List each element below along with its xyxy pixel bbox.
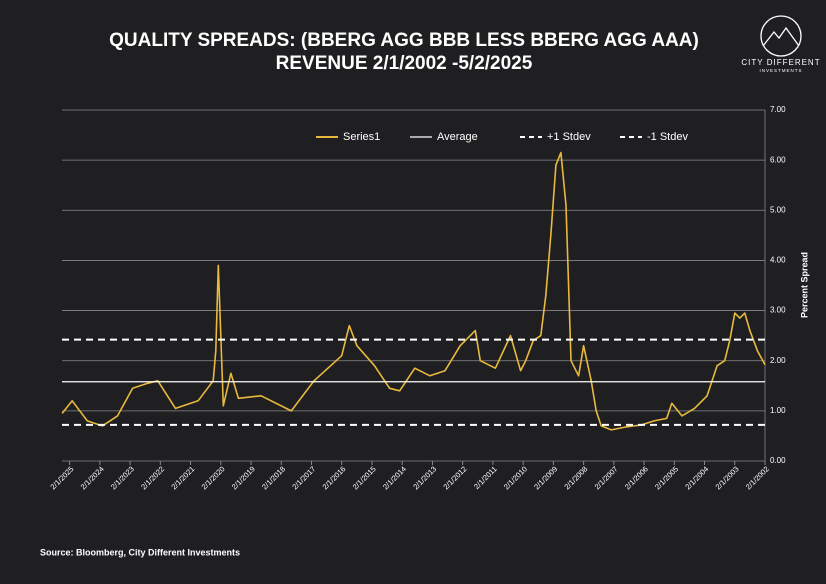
legend-label: Average [437,131,478,143]
legend-label: +1 Stdev [547,131,591,143]
chart-subtitle: REVENUE 2/1/2002 -5/2/2025 [276,53,533,74]
logo-name: CITY DIFFERENT [741,58,820,67]
y-tick-label: 0.00 [770,456,786,465]
y-tick-label: 5.00 [770,205,786,214]
source-note: Source: Bloomberg, City Different Invest… [40,547,240,557]
legend-label: Series1 [343,131,380,143]
y-axis-label: Percent Spread [799,252,809,318]
y-tick-label: 3.00 [770,306,786,315]
y-tick-label: 7.00 [770,105,786,114]
logo-ring [760,15,802,57]
logo-tagline: INVESTMENTS [759,68,802,73]
logo: CITY DIFFERENT INVESTMENTS [741,15,820,73]
y-tick-label: 6.00 [770,155,786,164]
y-tick-label: 2.00 [770,356,786,365]
y-tick-label: 1.00 [770,406,786,415]
logo-mountain [762,26,800,47]
y-tick-label: 4.00 [770,256,786,265]
chart-title: QUALITY SPREADS: (BBERG AGG BBB LESS BBE… [109,30,699,51]
legend-label: -1 Stdev [647,131,688,143]
series-line [61,151,766,431]
